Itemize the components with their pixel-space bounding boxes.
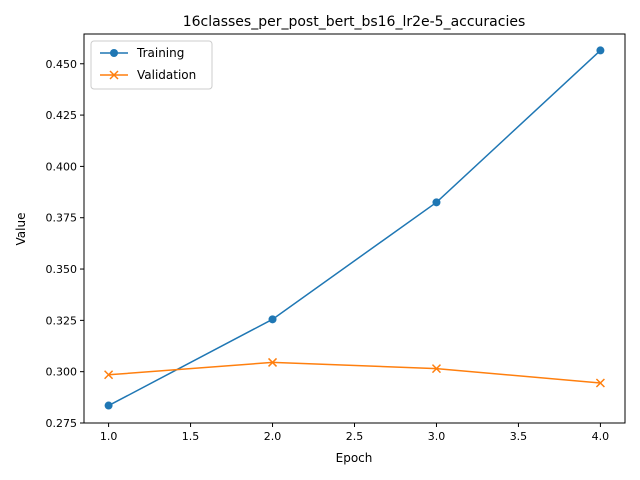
data-point-validation — [595, 378, 605, 388]
x-tick-label: 1.0 — [100, 430, 118, 443]
x-axis-ticks: 1.0 1.5 2.0 2.5 3.0 3.5 4.0 — [100, 423, 609, 443]
data-point-training — [104, 401, 113, 410]
chart-title: 16classes_per_post_bert_bs16_lr2e-5_accu… — [183, 14, 526, 30]
series-layer — [104, 46, 605, 410]
legend-marker-validation — [109, 70, 119, 80]
data-point-validation — [267, 357, 278, 367]
legend-label-training: Training — [136, 46, 184, 60]
y-tick-label: 0.400 — [46, 160, 78, 173]
series-line-validation — [108, 361, 601, 384]
legend: Training Validation — [90, 40, 213, 90]
y-tick-label: 0.325 — [46, 314, 78, 327]
x-tick-label: 3.5 — [510, 430, 528, 443]
data-point-validation — [431, 364, 442, 374]
y-tick-label: 0.450 — [46, 58, 78, 71]
data-point-training — [432, 198, 441, 207]
x-tick-label: 3.0 — [428, 430, 446, 443]
x-tick-label: 1.5 — [182, 430, 200, 443]
y-tick-label: 0.375 — [46, 212, 78, 225]
y-tick-label: 0.425 — [46, 109, 78, 122]
y-axis-ticks: 0.275 0.300 0.325 0.350 0.375 0.400 0.425 0.450 — [46, 58, 84, 430]
y-tick-label: 0.300 — [46, 366, 78, 379]
y-tick-label: 0.275 — [46, 417, 78, 430]
data-point-training — [268, 315, 277, 324]
y-axis-label: Value — [14, 213, 28, 246]
legend-label-validation: Validation — [137, 68, 196, 82]
plot-area — [83, 33, 626, 424]
data-point-validation — [104, 370, 114, 380]
x-tick-label: 2.5 — [346, 430, 364, 443]
series-line-training — [108, 49, 601, 407]
x-tick-label: 2.0 — [264, 430, 282, 443]
legend-marker-training — [110, 49, 118, 57]
x-axis-label: Epoch — [336, 451, 373, 465]
data-point-training — [596, 46, 605, 55]
x-tick-label: 4.0 — [592, 430, 610, 443]
y-tick-label: 0.350 — [46, 263, 78, 276]
